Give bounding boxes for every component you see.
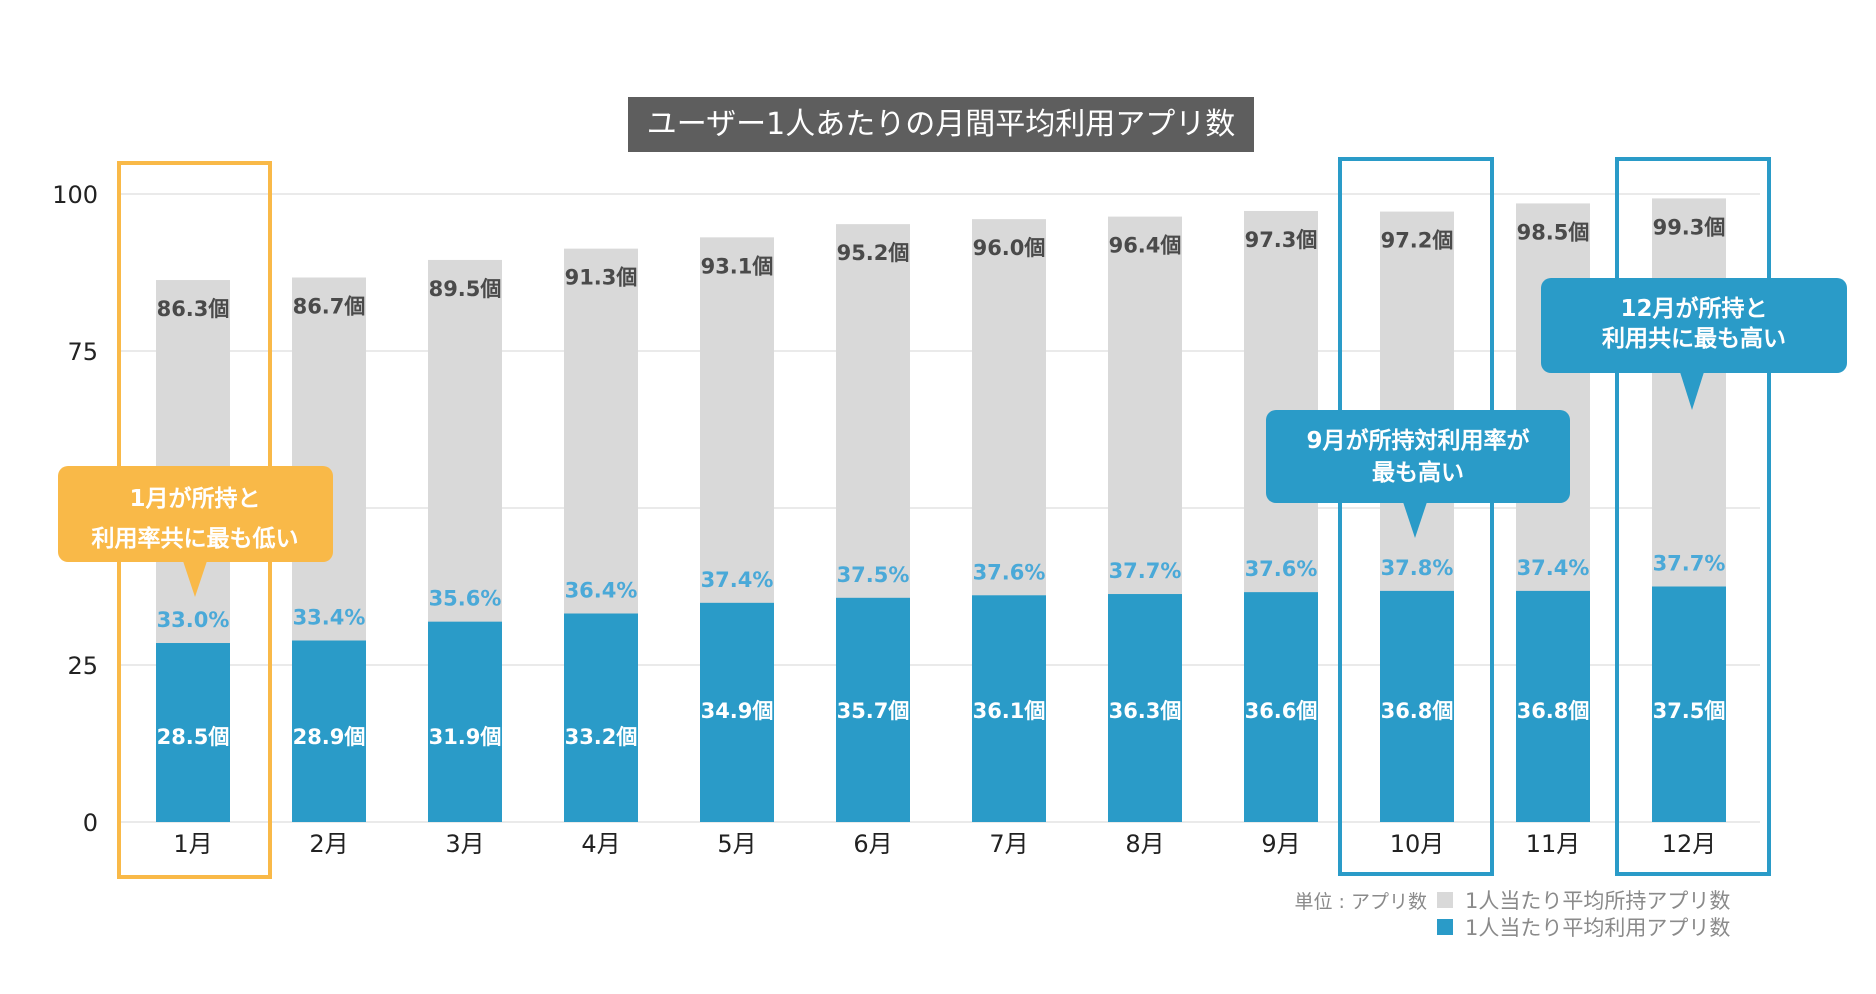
owned-value-label: 93.1個 — [701, 254, 774, 278]
y-tick-label: 75 — [67, 338, 98, 366]
owned-value-label: 96.0個 — [973, 236, 1046, 260]
used-bar — [564, 613, 638, 822]
legend-unit-label: 単位 : アプリ数 — [1295, 891, 1427, 913]
usage-ratio-label: 37.7% — [1653, 552, 1726, 576]
y-tick-label: 25 — [67, 652, 98, 680]
used-value-label: 28.5個 — [157, 725, 230, 749]
owned-value-label: 86.7個 — [293, 295, 366, 319]
usage-ratio-label: 37.6% — [973, 560, 1046, 584]
x-tick-label: 1月 — [173, 830, 212, 858]
callout-dec-text: 利用共に最も高い — [1602, 325, 1786, 352]
used-bar — [836, 597, 910, 822]
y-tick-label: 100 — [52, 181, 98, 209]
used-bar — [428, 621, 502, 822]
used-bar — [156, 643, 230, 822]
x-tick-label: 9月 — [1261, 830, 1300, 858]
x-tick-label: 5月 — [717, 830, 756, 858]
owned-value-label: 95.2個 — [837, 241, 910, 265]
legend-swatch-owned — [1437, 892, 1453, 908]
used-value-label: 36.8個 — [1381, 699, 1454, 723]
chart-title-banner — [628, 97, 1254, 152]
callout-oct-pointer — [1403, 502, 1427, 538]
usage-ratio-label: 35.6% — [429, 587, 502, 611]
x-tick-label: 3月 — [445, 830, 484, 858]
usage-ratio-label: 36.4% — [565, 579, 638, 603]
owned-value-label: 97.3個 — [1245, 228, 1318, 252]
x-tick-label: 6月 — [853, 830, 892, 858]
x-tick-label: 8月 — [1125, 830, 1164, 858]
owned-value-label: 97.2個 — [1381, 229, 1454, 253]
usage-ratio-label: 37.7% — [1109, 559, 1182, 583]
callout-dec-text: 12月が所持と — [1620, 295, 1767, 322]
chart-title: ユーザー1人あたりの月間平均利用アプリ数 — [647, 107, 1236, 142]
usage-ratio-label: 37.4% — [1517, 556, 1590, 580]
used-value-label: 36.1個 — [973, 699, 1046, 723]
callout-jan-text: 利用率共に最も低い — [92, 525, 299, 552]
callout-dec-pointer — [1680, 372, 1704, 410]
usage-ratio-label: 37.8% — [1381, 556, 1454, 580]
usage-ratio-label: 37.5% — [837, 563, 910, 587]
used-value-label: 36.3個 — [1109, 699, 1182, 723]
used-value-label: 37.5個 — [1653, 699, 1726, 723]
callout-oct-text: 9月が所持対利用率が — [1306, 427, 1529, 454]
callout-jan-text: 1月が所持と — [129, 485, 260, 512]
legend-label-owned: 1人当たり平均所持アプリ数 — [1465, 889, 1730, 913]
owned-value-label: 96.4個 — [1109, 234, 1182, 258]
used-bar — [292, 640, 366, 822]
callout-dec-box — [1541, 278, 1847, 373]
x-tick-label: 11月 — [1526, 830, 1581, 858]
used-value-label: 34.9個 — [701, 699, 774, 723]
callout-oct-box — [1266, 410, 1570, 503]
used-value-label: 36.6個 — [1245, 699, 1318, 723]
usage-ratio-label: 37.4% — [701, 568, 774, 592]
x-tick-label: 7月 — [989, 830, 1028, 858]
used-bar — [1652, 586, 1726, 822]
x-tick-label: 12月 — [1662, 830, 1717, 858]
used-value-label: 28.9個 — [293, 725, 366, 749]
highlight-frame-oct — [1338, 157, 1494, 876]
used-value-label: 33.2個 — [565, 725, 638, 749]
used-value-label: 36.8個 — [1517, 699, 1590, 723]
x-tick-label: 10月 — [1390, 830, 1445, 858]
callout-jan-box — [58, 466, 333, 562]
used-value-label: 31.9個 — [429, 725, 502, 749]
usage-ratio-label: 33.0% — [157, 608, 230, 632]
used-bar — [1516, 590, 1590, 822]
used-bar — [972, 595, 1046, 822]
legend-swatch-used — [1437, 919, 1453, 935]
owned-value-label: 86.3個 — [157, 297, 230, 321]
x-tick-label: 2月 — [309, 830, 348, 858]
usage-ratio-label: 37.6% — [1245, 557, 1318, 581]
used-bar — [1244, 592, 1318, 822]
owned-value-label: 91.3個 — [565, 266, 638, 290]
highlight-frame-dec — [1615, 157, 1771, 876]
callout-oct-text: 最も高い — [1372, 459, 1464, 486]
legend-label-used: 1人当たり平均利用アプリ数 — [1465, 916, 1730, 940]
owned-value-label: 89.5個 — [429, 277, 502, 301]
owned-value-label: 99.3個 — [1653, 215, 1726, 239]
used-value-label: 35.7個 — [837, 699, 910, 723]
x-tick-label: 4月 — [581, 830, 620, 858]
owned-value-label: 98.5個 — [1517, 220, 1590, 244]
y-tick-label: 0 — [83, 809, 98, 837]
callout-jan-pointer — [183, 561, 207, 597]
usage-ratio-label: 33.4% — [293, 606, 366, 630]
used-bar — [700, 602, 774, 822]
used-bar — [1108, 594, 1182, 822]
used-bar — [1380, 590, 1454, 822]
